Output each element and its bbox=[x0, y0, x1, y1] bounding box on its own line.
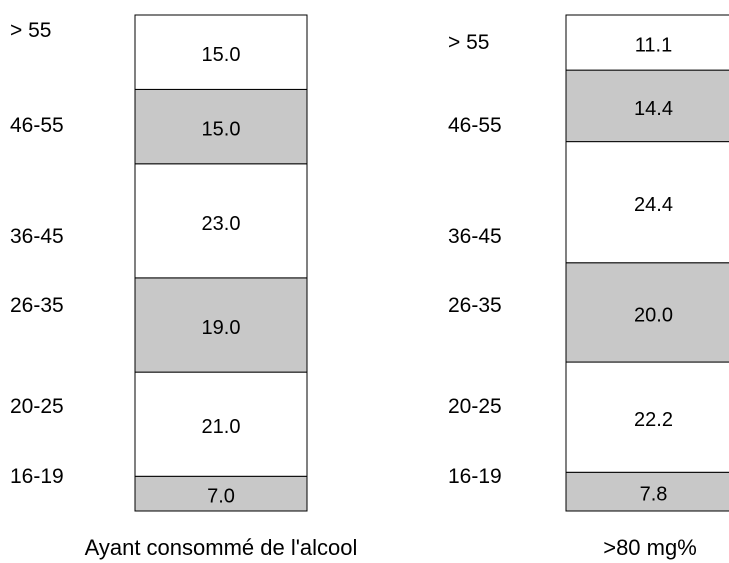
data-label-2-4: 24.4 bbox=[634, 194, 673, 216]
category-label-1-2: 46-55 bbox=[10, 114, 64, 137]
data-label-1-6: 15.0 bbox=[202, 44, 241, 66]
category-label-2-4: 26-35 bbox=[448, 294, 502, 317]
category-label-2-5: 20-25 bbox=[448, 395, 502, 418]
chart-caption-1: Ayant consommé de l'alcool bbox=[85, 535, 358, 560]
data-label-1-5: 15.0 bbox=[202, 119, 241, 141]
data-label-1-1: 7.0 bbox=[207, 486, 235, 508]
chart-caption-2: >80 mg% bbox=[603, 535, 697, 560]
bar-segment-1-4 bbox=[134, 163, 308, 279]
data-label-1-3: 19.0 bbox=[202, 317, 241, 339]
category-label-1-1: > 55 bbox=[10, 19, 51, 42]
bar-segment-1-2 bbox=[134, 371, 308, 477]
bar-segment-1-5 bbox=[134, 88, 308, 165]
data-label-2-1: 7.8 bbox=[640, 484, 668, 506]
data-label-2-5: 14.4 bbox=[634, 98, 673, 120]
bar-segment-2-5 bbox=[565, 69, 729, 143]
category-label-1-3: 36-45 bbox=[10, 225, 64, 248]
data-label-2-6: 11.1 bbox=[635, 35, 672, 57]
bar-segment-2-3 bbox=[565, 262, 729, 363]
data-label-2-2: 22.2 bbox=[634, 409, 673, 431]
bar-segment-1-1 bbox=[134, 475, 308, 512]
category-label-2-2: 46-55 bbox=[448, 114, 502, 137]
category-label-1-5: 20-25 bbox=[10, 395, 64, 418]
category-label-1-6: 16-19 bbox=[10, 465, 64, 488]
category-label-2-6: 16-19 bbox=[448, 465, 502, 488]
bar-segment-2-6 bbox=[565, 14, 729, 71]
category-label-1-4: 26-35 bbox=[10, 294, 64, 317]
bar-segment-2-4 bbox=[565, 141, 729, 264]
category-label-2-3: 36-45 bbox=[448, 225, 502, 248]
bar-segment-1-6 bbox=[134, 14, 308, 90]
category-label-2-1: > 55 bbox=[448, 31, 489, 54]
data-label-2-3: 20.0 bbox=[634, 304, 673, 326]
data-label-1-4: 23.0 bbox=[202, 213, 241, 235]
data-label-1-2: 21.0 bbox=[202, 416, 241, 438]
